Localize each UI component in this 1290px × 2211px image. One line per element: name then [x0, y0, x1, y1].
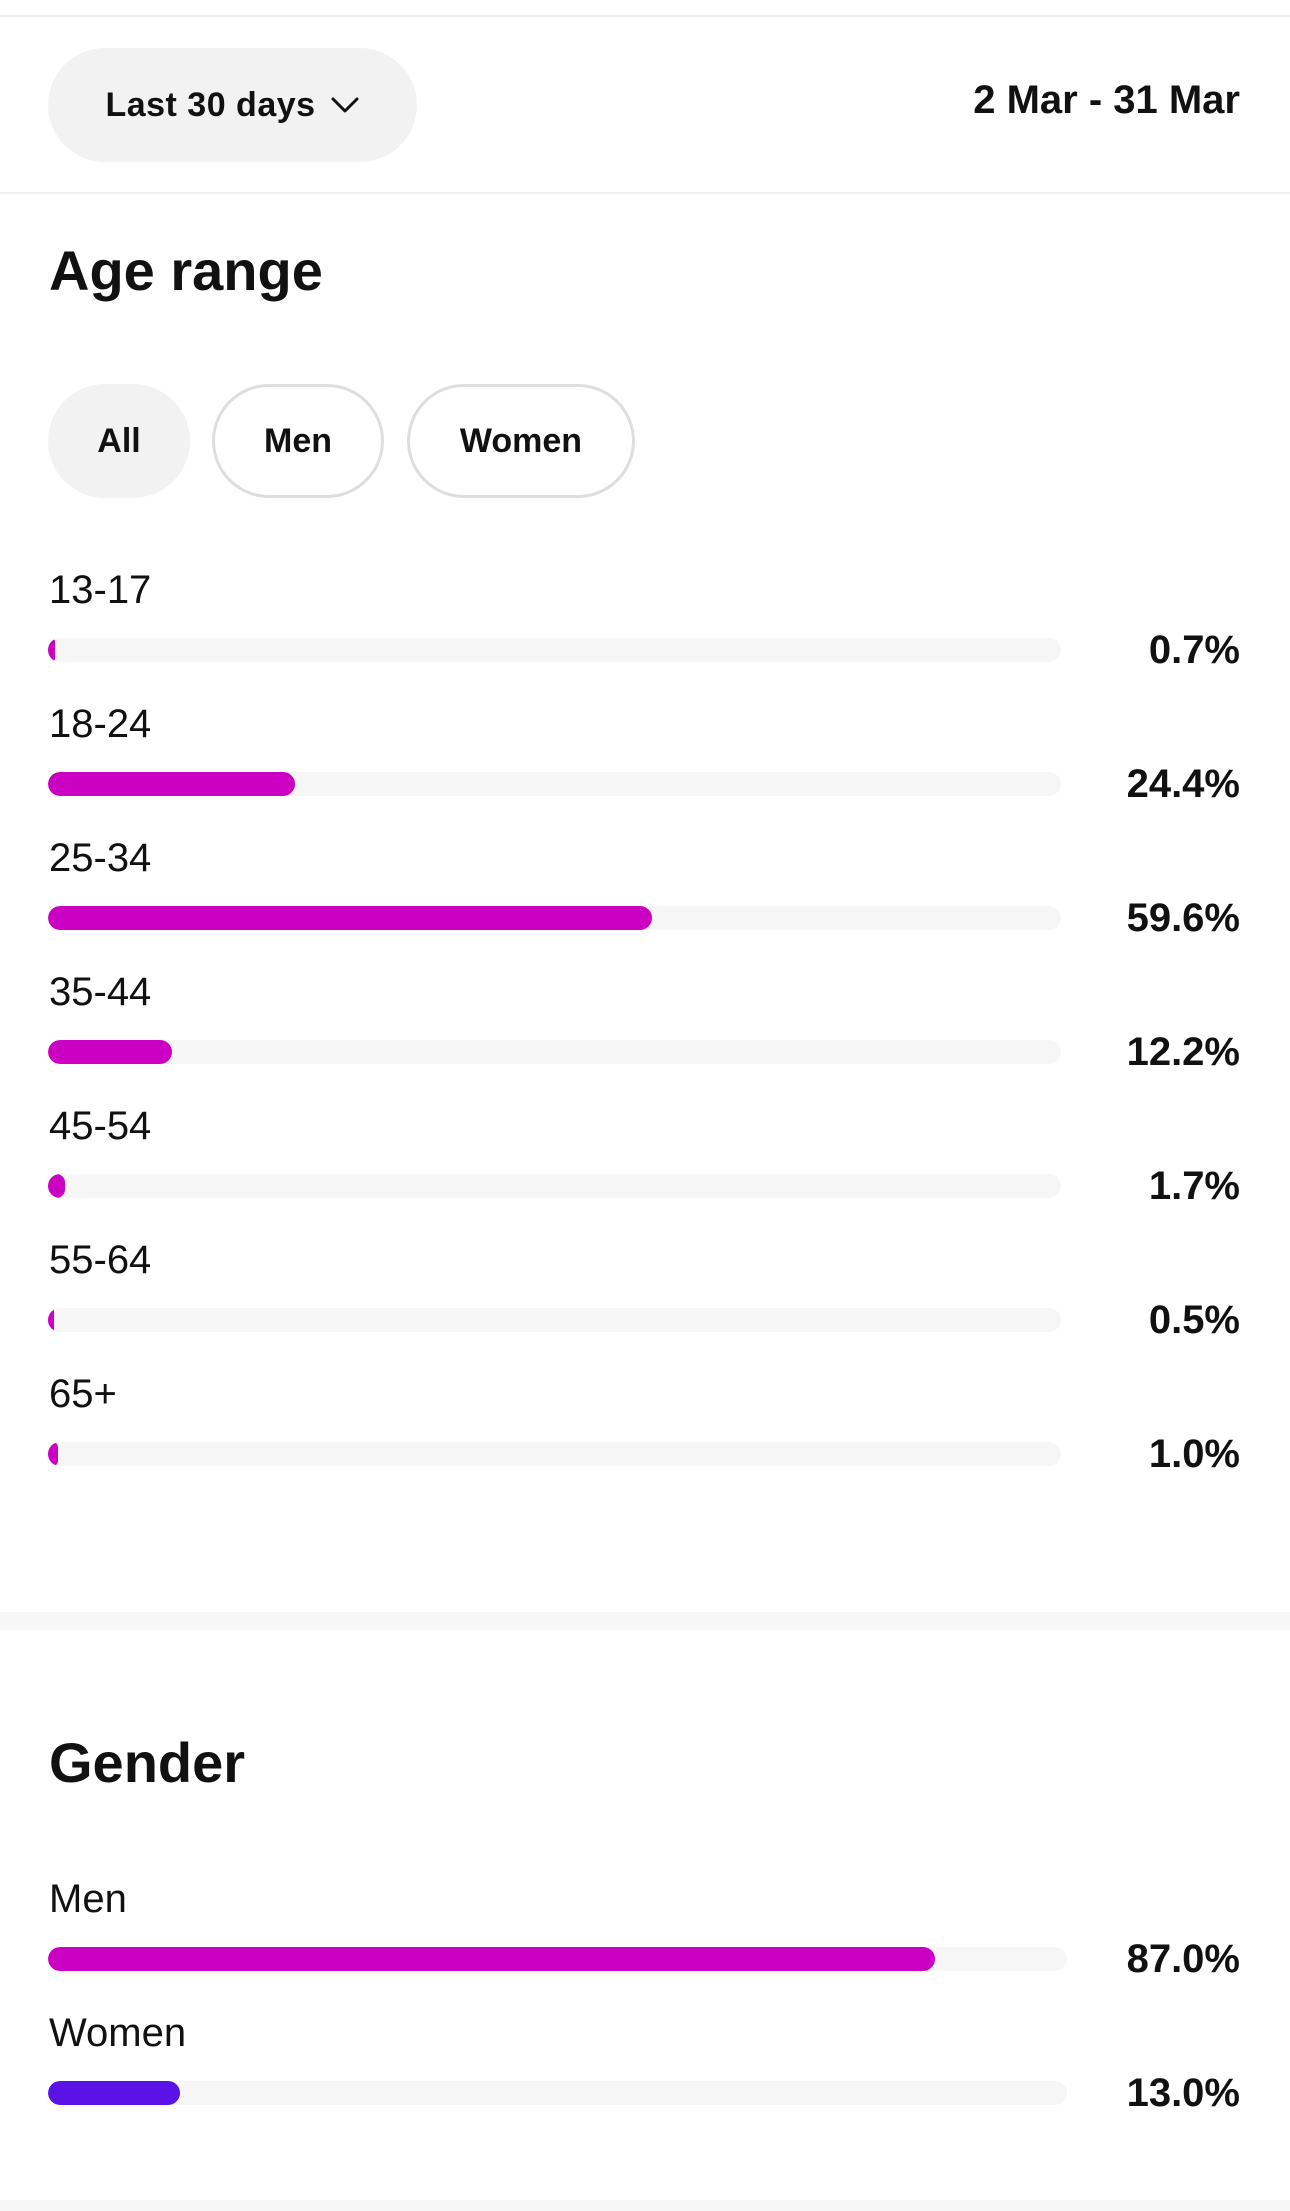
age-row-percentage: 59.6% — [1126, 896, 1240, 940]
gender-row-bar-track — [48, 2081, 1067, 2105]
age-row-percentage: 12.2% — [1126, 1030, 1240, 1074]
bottom-separator — [0, 2200, 1290, 2211]
age-row-bar-fill — [48, 638, 56, 662]
date-range-dropdown-label: Last 30 days — [105, 85, 316, 124]
age-row-bar-track — [48, 906, 1061, 930]
age-range-title: Age range — [49, 239, 323, 302]
gender-row-percentage: 13.0% — [1126, 2071, 1240, 2115]
age-row-bar-fill — [48, 1442, 59, 1466]
age-row-percentage: 1.0% — [1148, 1432, 1240, 1476]
gender-row-bar-fill — [48, 2081, 181, 2105]
age-row-label: 55-64 — [49, 1238, 152, 1282]
age-row-label: 18-24 — [49, 702, 152, 746]
header-divider — [0, 192, 1290, 194]
age-row-bar-fill — [48, 772, 296, 796]
gender-row-percentage: 87.0% — [1126, 1937, 1240, 1981]
age-row-percentage: 1.7% — [1148, 1164, 1240, 1208]
age-row-bar-fill — [48, 1308, 54, 1332]
age-row-bar-track — [48, 1308, 1061, 1332]
section-separator — [0, 1612, 1290, 1630]
age-row-bar-track — [48, 1174, 1061, 1198]
age-row-label: 45-54 — [49, 1104, 152, 1148]
age-row-label: 25-34 — [49, 836, 152, 880]
age-row-label: 65+ — [49, 1372, 117, 1416]
top-divider — [0, 15, 1290, 17]
age-row-bar-track — [48, 1040, 1061, 1064]
gender-row-bar-track — [48, 1947, 1067, 1971]
filter-all-pill[interactable]: All — [48, 384, 190, 498]
age-row-label: 35-44 — [49, 970, 152, 1014]
gender-title: Gender — [49, 1731, 246, 1794]
gender-row-bar-fill — [48, 1947, 935, 1971]
age-row-bar-fill — [48, 1040, 172, 1064]
age-row-bar-fill — [48, 1174, 66, 1198]
date-range-text: 2 Mar - 31 Mar — [973, 78, 1240, 122]
gender-row-label: Men — [49, 1877, 127, 1921]
age-row-percentage: 24.4% — [1126, 762, 1240, 806]
age-row-percentage: 0.5% — [1148, 1298, 1240, 1342]
filter-men-pill[interactable]: Men — [212, 384, 384, 498]
chevron-down-icon — [331, 97, 359, 113]
date-range-dropdown[interactable]: Last 30 days — [48, 48, 417, 162]
age-row-bar-track — [48, 772, 1061, 796]
gender-row-label: Women — [49, 2011, 187, 2055]
age-row-percentage: 0.7% — [1148, 628, 1240, 672]
age-row-bar-track — [48, 1442, 1061, 1466]
age-row-label: 13-17 — [49, 568, 152, 612]
filter-women-pill[interactable]: Women — [407, 384, 635, 498]
age-row-bar-track — [48, 638, 1061, 662]
age-row-bar-fill — [48, 906, 652, 930]
